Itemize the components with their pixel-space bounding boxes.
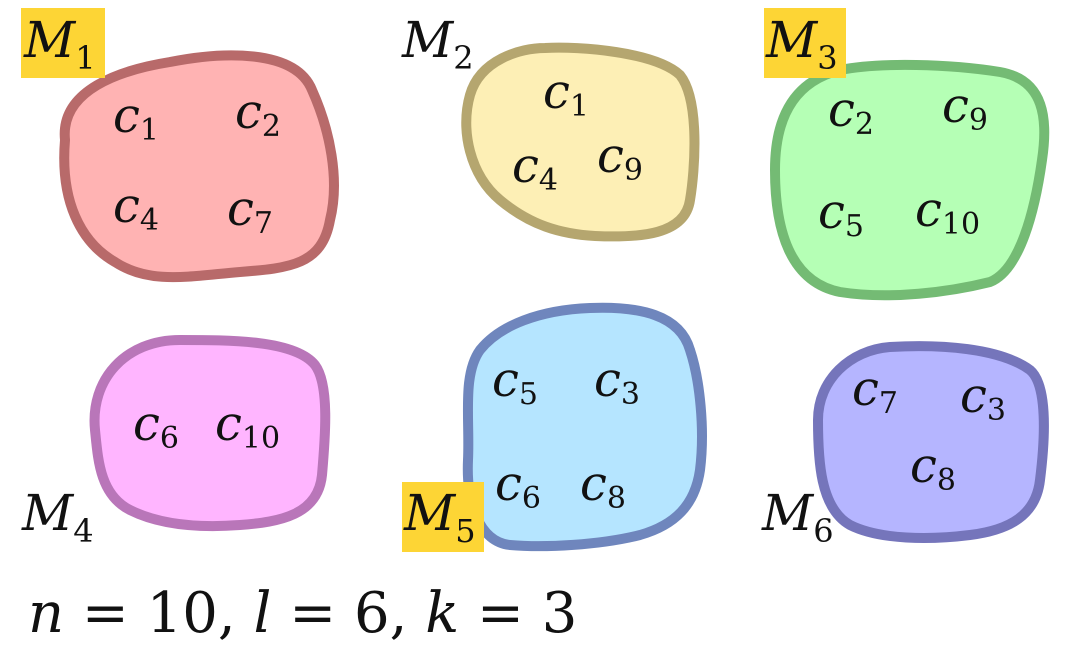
set-m1-label-highlight [21, 8, 105, 78]
formula-equals: = [289, 581, 336, 646]
set-m3-blob [769, 59, 1050, 301]
set-m2-element: c1 [543, 64, 589, 124]
set-m5-blob [462, 302, 707, 552]
set-m2-blob [461, 42, 700, 242]
set-m4-blob [89, 334, 331, 532]
set-m6-element: c7 [852, 361, 898, 421]
set-m1-element: c7 [227, 181, 273, 241]
formula-k-var: k [425, 581, 459, 646]
set-m4-element: c10 [215, 396, 280, 456]
formula-equals: = [477, 581, 524, 646]
set-m1-element: c4 [113, 178, 159, 238]
formula-equals: = [82, 581, 129, 646]
set-m5-label: M5 [403, 484, 476, 550]
set-m2-label: M2 [401, 11, 474, 77]
set-m6-label: M6 [761, 484, 834, 550]
set-m3-element: c9 [942, 78, 988, 138]
set-m3-element: c10 [915, 182, 980, 242]
formula-n-val: 10 [147, 581, 218, 646]
set-m2-element: c4 [512, 138, 558, 198]
set-m6-element: c3 [960, 368, 1006, 428]
set-m4-element: c6 [133, 396, 179, 456]
set-m5-element: c5 [492, 352, 538, 412]
set-m5-element: c8 [580, 456, 626, 516]
set-m3-label: M3 [765, 11, 838, 77]
set-m2-element: c9 [597, 128, 643, 188]
set-m3-label-highlight [764, 8, 846, 78]
parameter-formula: n = 10, l = 6, k = 3 [28, 581, 577, 646]
set-m6-element: c8 [910, 438, 956, 498]
set-m1-element: c1 [113, 88, 159, 148]
set-m1-blob [59, 50, 339, 283]
formula-separator: , [218, 581, 236, 646]
set-m5-element: c3 [594, 352, 640, 412]
set-m1-label: M1 [23, 11, 96, 77]
formula-n-var: n [28, 581, 64, 646]
set-m4-label: M4 [21, 484, 94, 550]
set-m3-element: c5 [818, 184, 864, 244]
set-m3-element: c2 [828, 82, 874, 142]
set-m1-element: c2 [235, 84, 281, 144]
formula-k-val: 3 [542, 581, 578, 646]
formula-l-val: 6 [354, 581, 390, 646]
formula-separator: , [390, 581, 408, 646]
formula-l-var: l [254, 581, 272, 646]
set-m6-blob [812, 341, 1049, 543]
set-m5-label-highlight [402, 482, 484, 552]
set-m5-element: c6 [495, 456, 541, 516]
